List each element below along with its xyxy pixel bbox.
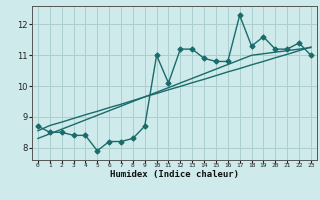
- X-axis label: Humidex (Indice chaleur): Humidex (Indice chaleur): [110, 170, 239, 179]
